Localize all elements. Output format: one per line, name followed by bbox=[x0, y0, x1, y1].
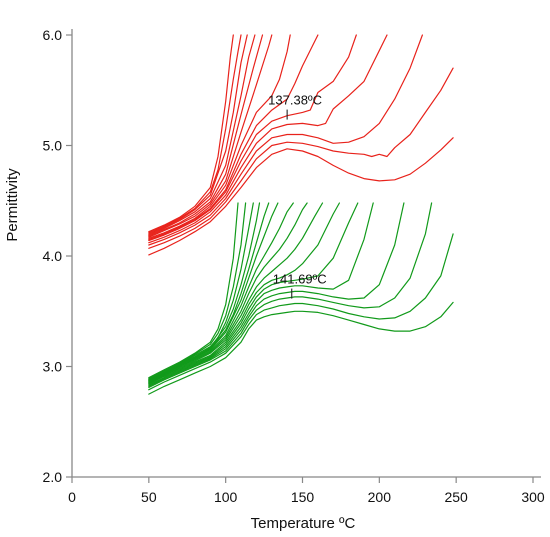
red-series-line-5 bbox=[148, 34, 264, 237]
y-tick-label: 3.0 bbox=[43, 359, 63, 375]
green-series-line-23 bbox=[148, 202, 294, 383]
red-series-line-2 bbox=[148, 34, 242, 234]
x-tick-label: 150 bbox=[291, 489, 315, 505]
green-series-line-19 bbox=[148, 202, 359, 385]
red-series-line-6 bbox=[148, 34, 273, 238]
x-axis-label: Temperature ºC bbox=[251, 515, 356, 532]
green-series-line-20 bbox=[148, 202, 340, 384]
y-axis-label: Permittivity bbox=[4, 168, 21, 242]
green-series-line-18 bbox=[148, 202, 374, 386]
y-tick-label: 6.0 bbox=[43, 27, 63, 43]
y-tick-label: 2.0 bbox=[43, 469, 63, 485]
green-series-line-14 bbox=[148, 301, 454, 395]
red-series-line-10 bbox=[148, 34, 388, 244]
annotation-layer: 137.38ºC 141.69ºC bbox=[268, 93, 327, 299]
x-tick-label: 100 bbox=[214, 489, 238, 505]
y-tick-label: 4.0 bbox=[43, 248, 63, 264]
red-series-line-7 bbox=[148, 34, 291, 239]
x-tick-label: 300 bbox=[521, 489, 545, 505]
annotation-label: 141.69ºC bbox=[273, 272, 327, 287]
red-series-line-12 bbox=[148, 67, 454, 249]
green-series-line-15 bbox=[148, 233, 454, 391]
green-series-line-28 bbox=[148, 202, 247, 380]
red-series-line-1 bbox=[148, 34, 234, 233]
green-series-line-16 bbox=[148, 202, 433, 389]
series-layer bbox=[148, 34, 454, 395]
y-tick-label: 5.0 bbox=[43, 138, 63, 154]
annotation-label: 137.38ºC bbox=[268, 93, 322, 108]
x-tick-label: 250 bbox=[444, 489, 468, 505]
x-tick-label: 200 bbox=[368, 489, 392, 505]
green-series-line-27 bbox=[148, 202, 254, 381]
red-series-line-4 bbox=[148, 34, 256, 236]
x-tick-label: 50 bbox=[141, 489, 157, 505]
red-series-line-3 bbox=[148, 34, 248, 235]
red-series-line-13 bbox=[148, 137, 454, 256]
red-series-line-11 bbox=[148, 34, 423, 246]
green-series-line-17 bbox=[148, 202, 405, 387]
red-series-line-9 bbox=[148, 34, 357, 242]
green-series-line-21 bbox=[148, 202, 324, 384]
green-series-line-25 bbox=[148, 202, 270, 382]
green-series-line-29 bbox=[148, 202, 239, 379]
x-tick-label: 0 bbox=[68, 489, 76, 505]
axes: 0 50 100 150 200 250 300 2.0 3.0 4.0 5.0 6.0 bbox=[43, 27, 545, 505]
red-series-line-8 bbox=[148, 34, 319, 240]
